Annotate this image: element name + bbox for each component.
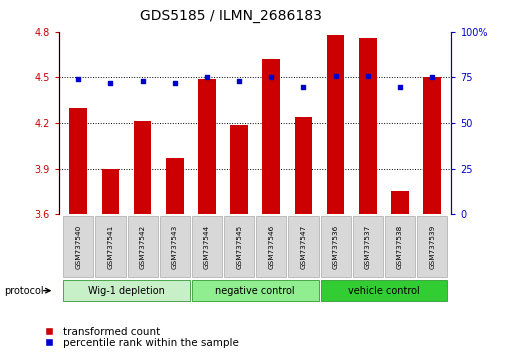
Bar [69, 108, 87, 214]
FancyBboxPatch shape [192, 216, 222, 277]
FancyBboxPatch shape [63, 216, 93, 277]
Point [428, 75, 436, 80]
Point [267, 75, 275, 80]
Bar [166, 158, 184, 214]
Bar [263, 59, 280, 214]
Bar [198, 79, 216, 214]
FancyBboxPatch shape [160, 216, 190, 277]
Text: GSM737540: GSM737540 [75, 224, 81, 268]
Point [139, 78, 147, 84]
FancyBboxPatch shape [385, 216, 415, 277]
Bar [230, 125, 248, 214]
Text: negative control: negative control [215, 286, 295, 296]
Text: GSM737537: GSM737537 [365, 224, 371, 268]
Bar [102, 169, 120, 214]
Point [235, 78, 243, 84]
FancyBboxPatch shape [417, 216, 447, 277]
Text: GSM737541: GSM737541 [107, 224, 113, 268]
Text: GSM737543: GSM737543 [172, 224, 178, 268]
Bar [359, 38, 377, 214]
Point [300, 84, 308, 89]
FancyBboxPatch shape [95, 216, 126, 277]
Point [74, 76, 83, 82]
Text: vehicle control: vehicle control [348, 286, 420, 296]
Bar [327, 35, 345, 214]
FancyBboxPatch shape [256, 216, 286, 277]
Point [106, 80, 114, 86]
FancyBboxPatch shape [128, 216, 158, 277]
Text: GSM737546: GSM737546 [268, 224, 274, 268]
FancyBboxPatch shape [352, 216, 383, 277]
Text: GSM737536: GSM737536 [332, 224, 339, 268]
Text: GSM737547: GSM737547 [301, 224, 306, 268]
Text: GSM737545: GSM737545 [236, 224, 242, 268]
Bar [294, 117, 312, 214]
Bar [134, 121, 151, 214]
FancyBboxPatch shape [321, 216, 351, 277]
Point [171, 80, 179, 86]
Point [203, 75, 211, 80]
Text: GSM737542: GSM737542 [140, 224, 146, 268]
FancyBboxPatch shape [288, 216, 319, 277]
Text: GSM737544: GSM737544 [204, 224, 210, 268]
Point [396, 84, 404, 89]
FancyBboxPatch shape [321, 280, 447, 302]
FancyBboxPatch shape [192, 280, 319, 302]
FancyBboxPatch shape [63, 280, 190, 302]
Text: GSM737539: GSM737539 [429, 224, 435, 268]
Legend: transformed count, percentile rank within the sample: transformed count, percentile rank withi… [38, 326, 239, 348]
Bar [423, 78, 441, 214]
Text: protocol: protocol [4, 286, 44, 296]
Text: GDS5185 / ILMN_2686183: GDS5185 / ILMN_2686183 [140, 9, 322, 23]
Bar [391, 192, 409, 214]
FancyBboxPatch shape [224, 216, 254, 277]
Text: Wig-1 depletion: Wig-1 depletion [88, 286, 165, 296]
Point [364, 73, 372, 79]
Text: GSM737538: GSM737538 [397, 224, 403, 268]
Point [331, 73, 340, 79]
